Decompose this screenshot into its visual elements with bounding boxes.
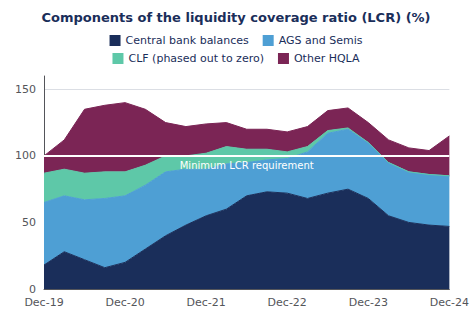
svg-text:Components of the liquidity co: Components of the liquidity coverage rat… [41, 10, 430, 25]
svg-text:Dec-19: Dec-19 [24, 296, 63, 309]
svg-text:Dec-24: Dec-24 [430, 296, 469, 309]
svg-text:Minimum LCR requirement: Minimum LCR requirement [180, 160, 314, 171]
svg-text:50: 50 [22, 216, 36, 229]
svg-text:Dec-23: Dec-23 [349, 296, 388, 309]
svg-text:AGS and Semis: AGS and Semis [279, 34, 363, 47]
svg-text:Dec-22: Dec-22 [268, 296, 307, 309]
svg-text:Dec-21: Dec-21 [187, 296, 226, 309]
svg-text:100: 100 [15, 149, 36, 162]
svg-text:Other HQLA: Other HQLA [294, 52, 360, 65]
svg-text:0: 0 [29, 283, 36, 296]
svg-text:Dec-20: Dec-20 [105, 296, 144, 309]
svg-text:CLF (phased out to zero): CLF (phased out to zero) [128, 52, 264, 65]
svg-text:Central bank balances: Central bank balances [126, 34, 249, 47]
svg-text:150: 150 [15, 83, 36, 96]
